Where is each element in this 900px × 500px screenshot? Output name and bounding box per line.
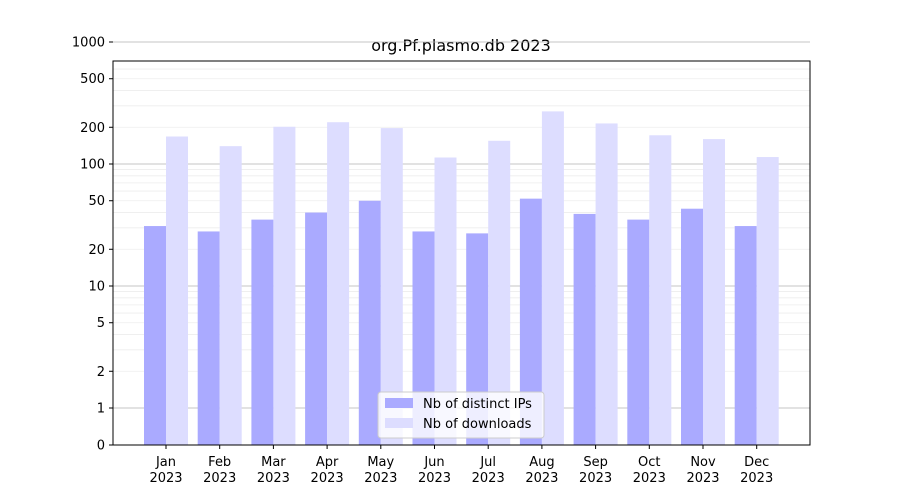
bar-distinct-ips (144, 226, 166, 445)
legend-label: Nb of distinct IPs (423, 397, 532, 412)
x-tick-label: Nov 2023 (686, 455, 719, 486)
bar-distinct-ips (305, 212, 328, 445)
x-tick-label: Oct 2023 (633, 455, 666, 486)
y-tick-label: 0 (97, 439, 105, 454)
bar-downloads (434, 157, 457, 446)
y-tick-label: 10 (88, 280, 105, 295)
bar-distinct-ips (358, 200, 381, 445)
x-tick-label: Feb 2023 (203, 455, 236, 486)
y-tick-label: 50 (88, 194, 105, 209)
bar-distinct-ips (734, 226, 757, 445)
y-tick-label: 1 (97, 402, 105, 417)
bar-downloads (273, 126, 296, 445)
legend-swatch (385, 398, 413, 408)
y-tick-label: 200 (80, 121, 105, 136)
bar-distinct-ips (519, 198, 542, 445)
x-tick-label: May 2023 (364, 455, 397, 486)
x-tick-label: Aug 2023 (525, 455, 558, 486)
bar-downloads (327, 122, 350, 446)
bar-distinct-ips (573, 213, 596, 445)
y-tick-label: 100 (80, 158, 105, 173)
bar-downloads (595, 123, 618, 445)
bar-downloads (541, 111, 564, 445)
x-tick-label: Sep 2023 (579, 455, 612, 486)
x-tick-label: Jun 2023 (418, 455, 451, 486)
y-tick-label: 5 (97, 316, 105, 331)
x-tick-label: Jul 2023 (472, 455, 505, 486)
y-tick-label: 20 (88, 243, 105, 258)
legend: Nb of distinct IPs Nb of downloads (377, 391, 545, 439)
bar-distinct-ips (197, 231, 220, 445)
bar-downloads (756, 157, 779, 445)
x-tick-label: Mar 2023 (257, 455, 290, 486)
bar-distinct-ips (627, 219, 650, 445)
y-tick-label: 500 (80, 72, 105, 87)
bar-downloads (166, 136, 188, 445)
chart-title: org.Pf.plasmo.db 2023 (371, 36, 551, 55)
x-tick-label: Jan 2023 (149, 455, 182, 486)
bars (144, 111, 779, 446)
bar-downloads (703, 139, 725, 446)
legend-box (377, 391, 545, 439)
y-axis: 0 1 2 5 10 20 50 100 200 500 1000 (72, 36, 113, 454)
x-axis: Jan 2023 Feb 2023 Mar 2023 Apr 2023 May 2023 Jun 20… (149, 445, 773, 486)
bar-distinct-ips (251, 219, 274, 445)
bar-downloads (380, 128, 403, 445)
x-tick-label: Dec 2023 (740, 455, 773, 486)
bar-downloads (649, 135, 672, 445)
bar-distinct-ips (681, 208, 703, 445)
bar-downloads (219, 146, 242, 446)
x-tick-label: Apr 2023 (311, 455, 344, 486)
plot-area (112, 60, 811, 446)
y-tick-label: 2 (97, 365, 105, 380)
y-tick-label: 1000 (72, 36, 105, 51)
legend-label: Nb of downloads (423, 417, 532, 432)
legend-swatch (385, 418, 413, 428)
bar-downloads (488, 140, 511, 445)
